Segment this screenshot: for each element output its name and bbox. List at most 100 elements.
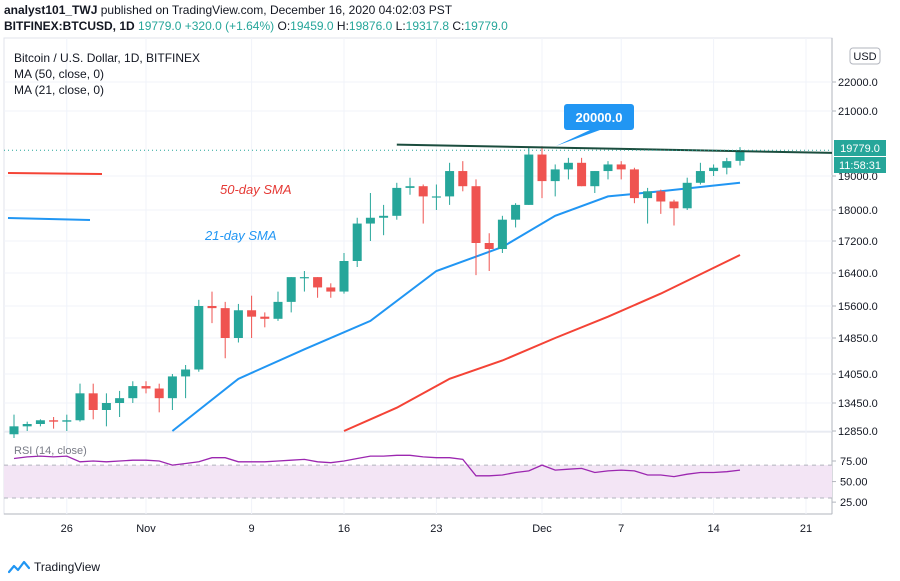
candle[interactable] — [194, 299, 204, 372]
candle[interactable] — [603, 161, 613, 180]
candle[interactable] — [62, 414, 72, 431]
rsi-indicator — [4, 454, 832, 499]
candle[interactable] — [431, 184, 441, 211]
candle[interactable] — [154, 383, 164, 413]
sma50-annotation: 50-day SMA — [220, 182, 292, 197]
tradingview-logo-icon[interactable] — [8, 559, 30, 575]
candle-body — [524, 154, 534, 205]
candle[interactable] — [458, 161, 468, 192]
rsi-label: RSI (14, close) — [14, 445, 87, 457]
candle[interactable] — [709, 164, 719, 176]
author-name[interactable]: analyst101_TWJ — [4, 3, 98, 17]
candle[interactable] — [418, 184, 428, 224]
price-tick-label: 14850.0 — [838, 333, 878, 345]
time-tick-label: 16 — [338, 523, 350, 535]
candle[interactable] — [326, 283, 336, 298]
callout-text: 20000.0 — [576, 110, 623, 125]
candle[interactable] — [22, 421, 32, 431]
price-pane[interactable] — [3, 37, 833, 433]
candle-body — [629, 169, 639, 199]
candle[interactable] — [313, 277, 323, 298]
candle[interactable] — [484, 233, 494, 271]
candle[interactable] — [379, 204, 389, 236]
candle-body — [167, 376, 177, 399]
legend-title: Bitcoin / U.S. Dollar, 1D, BITFINEX — [14, 51, 200, 65]
candle[interactable] — [299, 271, 309, 292]
time-tick-label: 26 — [61, 523, 73, 535]
candle-body — [365, 217, 375, 224]
time-tick-label: Dec — [532, 523, 552, 535]
candle[interactable] — [247, 295, 257, 338]
candle-body — [445, 171, 455, 197]
candle-body — [286, 277, 296, 302]
candle[interactable] — [88, 383, 98, 420]
ma50-legend-stroke — [7, 172, 103, 175]
candle[interactable] — [339, 253, 349, 294]
candle[interactable] — [511, 203, 521, 228]
candle[interactable] — [682, 177, 692, 210]
last-price-readout: 19779.0 — [138, 19, 182, 33]
currency-box[interactable] — [849, 47, 881, 65]
candle[interactable] — [537, 146, 547, 199]
candle-body — [247, 310, 257, 317]
candle[interactable] — [445, 162, 455, 205]
candle-body — [207, 306, 217, 309]
candle[interactable] — [207, 291, 217, 324]
candle[interactable] — [75, 383, 85, 422]
candle-body — [181, 369, 191, 377]
candle[interactable] — [577, 157, 587, 187]
candle[interactable] — [656, 189, 666, 214]
candle[interactable] — [101, 393, 111, 427]
candle-body — [141, 386, 151, 389]
candle[interactable] — [405, 177, 415, 195]
footer: TradingView — [8, 556, 100, 578]
change-readout: +320.0 (+1.64%) — [184, 19, 275, 33]
candle[interactable] — [167, 374, 177, 410]
candle[interactable] — [181, 365, 191, 399]
time-tick-label: Nov — [136, 523, 156, 535]
candle[interactable] — [9, 414, 19, 438]
open-value: 19459.0 — [290, 19, 334, 33]
candle[interactable] — [722, 157, 732, 175]
candle[interactable] — [141, 381, 151, 394]
candle[interactable] — [35, 419, 45, 427]
candle[interactable] — [49, 417, 59, 429]
candle[interactable] — [365, 193, 375, 241]
price-tick-label: 17200.0 — [838, 236, 878, 248]
candle[interactable] — [233, 303, 243, 343]
candle-body — [273, 301, 283, 319]
candle[interactable] — [273, 291, 283, 321]
candle[interactable] — [128, 381, 138, 403]
candles[interactable] — [9, 146, 745, 438]
candle[interactable] — [471, 179, 481, 276]
rsi-tick-label: 50.00 — [840, 477, 868, 489]
candle[interactable] — [616, 161, 626, 180]
currency-label: USD — [853, 51, 876, 63]
candle-body — [616, 164, 626, 170]
candle[interactable] — [392, 182, 402, 220]
price-callout: 20000.0 — [556, 104, 634, 146]
brand-name[interactable]: TradingView — [34, 560, 101, 574]
candle[interactable] — [669, 199, 679, 226]
candle-body — [352, 223, 362, 261]
candle[interactable] — [629, 167, 639, 204]
candle[interactable] — [115, 390, 125, 417]
rsi-band — [4, 465, 832, 499]
currency-badge[interactable]: USD — [849, 47, 881, 65]
candle[interactable] — [695, 162, 705, 185]
callout-pointer — [556, 130, 600, 146]
time-tick-label: 9 — [249, 523, 255, 535]
candle[interactable] — [286, 277, 296, 313]
chart-area[interactable]: 12850.0 13450.0 14050.0 14850.0 15600.0 16400… — [0, 36, 900, 558]
candle[interactable] — [260, 312, 270, 328]
candle[interactable] — [220, 301, 230, 359]
candle[interactable] — [524, 147, 534, 205]
candle[interactable] — [563, 157, 573, 180]
candle[interactable] — [643, 187, 653, 224]
candle[interactable] — [590, 171, 600, 193]
price-chart[interactable]: 12850.0 13450.0 14050.0 14850.0 15600.0 16400… — [0, 36, 900, 558]
candle[interactable] — [497, 215, 507, 253]
candle-body — [22, 424, 32, 427]
candle[interactable] — [352, 217, 362, 267]
candle[interactable] — [550, 164, 560, 197]
